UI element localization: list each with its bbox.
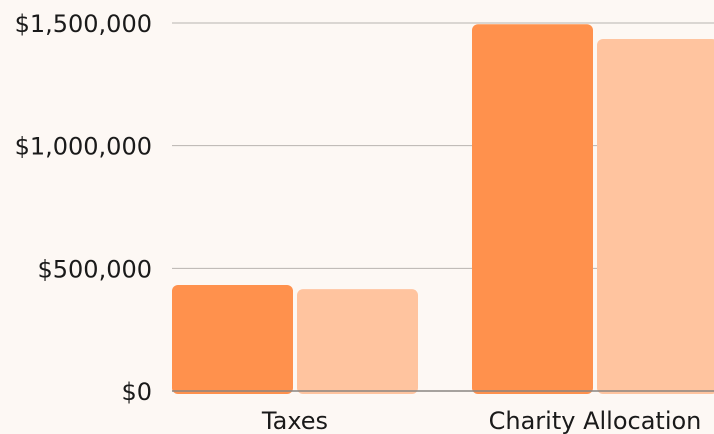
- y-tick-label: $500,000: [37, 255, 152, 283]
- y-tick-label: $1,000,000: [15, 133, 152, 161]
- bars: [172, 24, 714, 395]
- x-category-label: Taxes: [261, 407, 328, 434]
- bar-taxes-series-1: [172, 285, 293, 394]
- y-axis-ticks: $0 $500,000 $1,000,000 $1,500,000: [15, 10, 152, 406]
- y-tick-label: $1,500,000: [15, 10, 152, 38]
- bar-charity-allocation-series-2: [597, 38, 714, 394]
- y-tick-label: $0: [121, 378, 152, 406]
- bar-taxes-series-2: [297, 289, 418, 394]
- bar-charity-allocation-series-1: [472, 24, 593, 395]
- x-axis-labels: Taxes Charity Allocation: [261, 407, 701, 434]
- x-category-label: Charity Allocation: [489, 407, 702, 434]
